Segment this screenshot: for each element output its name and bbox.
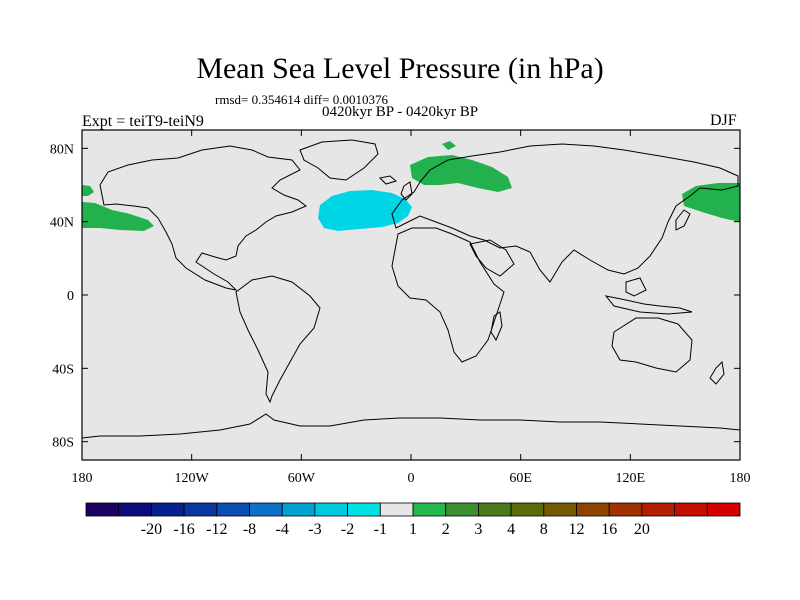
lat-tick-label: 40S [52, 362, 74, 377]
longitude-axis: 180 120W 60W 0 60E 120E 180 [72, 130, 751, 486]
colorbar: -20 -16 -12 -8 -4 -3 -2 -1 1 2 3 4 8 12 16 20 [85, 502, 741, 538]
colorbar-label: -12 [206, 521, 227, 538]
arabia-coastline [469, 239, 515, 277]
north-america-coastline [99, 145, 307, 291]
scandinavia-positive-anomaly [410, 155, 512, 192]
colorbar-swatch [379, 502, 414, 517]
new-zealand-coastline [709, 360, 725, 385]
colorbar-swatch [412, 502, 447, 517]
colorbar-swatch [281, 502, 316, 517]
colorbar-swatch [118, 502, 152, 517]
map-title: Mean Sea Level Pressure (in hPa) [196, 52, 604, 85]
colorbar-swatch [543, 502, 577, 517]
northwest-pacific-positive-anomaly [682, 183, 740, 222]
eurasia-coastline [391, 143, 739, 283]
colorbar-label: 16 [601, 521, 617, 538]
colorbar-swatch [674, 502, 708, 517]
colorbar-label: 4 [507, 521, 515, 538]
colorbar-swatch [608, 502, 643, 517]
iceland-coastline [378, 175, 398, 185]
colorbar-swatch [183, 502, 218, 517]
colorbar-label: 8 [540, 521, 548, 538]
north-atlantic-negative-anomaly [318, 190, 412, 231]
colorbar-swatch [85, 502, 120, 517]
colorbar-label: -3 [308, 521, 321, 538]
arctic-positive-anomaly [442, 141, 456, 150]
south-america-coastline [235, 275, 321, 404]
lon-tick-label: 60W [288, 471, 316, 486]
colorbar-swatch [641, 502, 676, 517]
colorbar-swatch [576, 502, 610, 517]
coastlines [81, 139, 741, 439]
lon-tick-label: 120E [616, 471, 646, 486]
antarctica-coastline [81, 413, 741, 439]
colorbar-swatch [347, 502, 381, 517]
colorbar-swatch [216, 502, 250, 517]
japan-coastline [675, 209, 691, 231]
colorbar-swatch [249, 502, 283, 517]
lon-tick-label: 180 [730, 471, 751, 486]
australia-coastline [611, 317, 693, 373]
colorbar-swatch [477, 502, 512, 517]
colorbar-label: 3 [474, 521, 482, 538]
colorbar-swatch [445, 502, 479, 517]
indonesia-coastline [604, 295, 693, 315]
latitude-axis: 80N 40N 0 40S 80S [50, 142, 740, 451]
lat-tick-label: 40N [50, 216, 74, 231]
lon-tick-label: 60E [509, 471, 532, 486]
north-pacific-positive-anomaly [82, 202, 154, 231]
lat-tick-label: 0 [67, 289, 74, 304]
lon-tick-label: 0 [408, 471, 415, 486]
map-background [82, 130, 740, 460]
colorbar-swatch [150, 502, 185, 517]
colorbar-label: -4 [276, 521, 289, 538]
africa-coastline [391, 227, 505, 363]
time-period-label: 0420kyr BP - 0420kyr BP [322, 104, 479, 120]
lat-tick-label: 80N [50, 142, 74, 157]
anomaly-regions [82, 141, 740, 231]
colorbar-label: 2 [442, 521, 450, 538]
colorbar-label: -16 [173, 521, 194, 538]
colorbar-label: -8 [243, 521, 256, 538]
lon-tick-label: 120W [175, 471, 210, 486]
colorbar-label: -20 [141, 521, 162, 538]
lat-tick-label: 80S [52, 436, 74, 451]
madagascar-coastline [490, 311, 503, 342]
season-label: DJF [710, 112, 737, 129]
greenland-coastline [299, 139, 379, 181]
colorbar-label: 1 [409, 521, 417, 538]
colorbar-swatch [314, 502, 348, 517]
colorbar-label: 12 [569, 521, 585, 538]
experiment-label: Expt = teiT9-teiN9 [82, 113, 204, 130]
colorbar-label: 20 [634, 521, 650, 538]
colorbar-swatch [510, 502, 545, 517]
colorbar-label: -2 [341, 521, 354, 538]
rmsd-diff-stats: rmsd= 0.354614 diff= 0.0010376 [215, 92, 388, 107]
british-isles-coastline [400, 181, 413, 201]
lon-tick-label: 180 [72, 471, 93, 486]
borneo-coastline [625, 277, 647, 297]
colorbar-swatch [706, 502, 741, 517]
colorbar-label: -1 [374, 521, 387, 538]
bering-positive-anomaly [82, 185, 94, 196]
